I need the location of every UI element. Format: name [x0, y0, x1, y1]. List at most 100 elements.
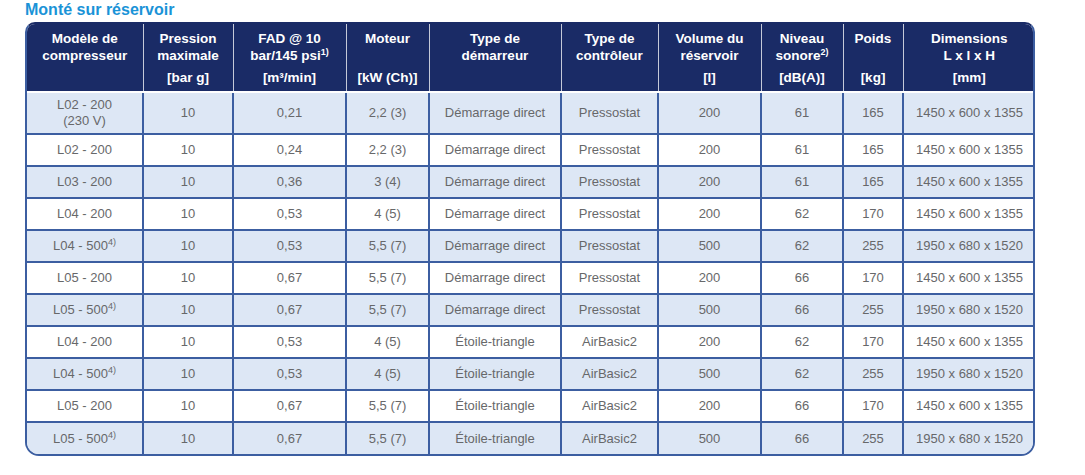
table-cell: 10	[143, 262, 233, 294]
column-header-unit: [mm]	[906, 69, 1034, 86]
table-cell: L04 - 200	[27, 198, 143, 230]
table-cell: Étoile-triangle	[429, 358, 561, 390]
table-cell: L02 - 200	[27, 134, 143, 166]
table-cell: 10	[143, 422, 233, 454]
column-header-title: Modèle decompresseur	[29, 30, 141, 64]
table-cell: 61	[761, 166, 843, 198]
table-cell: 1450 x 600 x 1355	[903, 166, 1035, 198]
column-header-9: DimensionsL x l x H[mm]	[903, 24, 1035, 92]
table-cell: L04 - 200	[27, 326, 143, 358]
table-cell: 1950 x 680 x 1520	[903, 358, 1035, 390]
table-cell: 1450 x 600 x 1355	[903, 326, 1035, 358]
table-cell: 200	[658, 134, 761, 166]
table-cell: 62	[761, 230, 843, 262]
table-row-2: L03 - 200100,363 (4)Démarrage directPres…	[27, 166, 1035, 198]
table-cell: Étoile-triangle	[429, 390, 561, 422]
table-cell: 500	[658, 422, 761, 454]
column-header-title: Moteur	[349, 30, 427, 47]
table-cell: 1950 x 680 x 1520	[903, 422, 1035, 454]
table-row-1: L02 - 200100,242,2 (3)Démarrage directPr…	[27, 134, 1035, 166]
spec-table-container: Modèle decompresseurPressionmaximale [bar…	[25, 22, 1035, 456]
table-cell: 200	[658, 166, 761, 198]
table-cell: 10	[143, 358, 233, 390]
table-cell: L05 - 200	[27, 390, 143, 422]
footnote-marker: 4)	[108, 301, 116, 311]
table-cell: Pressostat	[561, 230, 658, 262]
table-cell: 1450 x 600 x 1355	[903, 134, 1035, 166]
page-title: Monté sur réservoir	[0, 0, 1085, 22]
table-cell: 10	[143, 294, 233, 326]
column-header-0: Modèle decompresseur	[27, 24, 143, 92]
compressor-spec-table: Modèle decompresseurPressionmaximale [bar…	[27, 24, 1035, 454]
table-cell: 170	[843, 198, 903, 230]
table-cell: 0,67	[233, 262, 346, 294]
table-cell: 165	[843, 166, 903, 198]
table-cell: 500	[658, 230, 761, 262]
table-cell: 61	[761, 92, 843, 134]
table-row-10: L05 - 5004)100,675,5 (7)Étoile-triangleA…	[27, 422, 1035, 454]
column-header-unit: [bar g]	[146, 69, 231, 86]
footnote-marker: 4)	[108, 365, 116, 375]
table-cell: L04 - 5004)	[27, 230, 143, 262]
table-row-3: L04 - 200100,534 (5)Démarrage directPres…	[27, 198, 1035, 230]
table-cell: L03 - 200	[27, 166, 143, 198]
table-cell: 5,5 (7)	[346, 422, 429, 454]
table-cell: 1450 x 600 x 1355	[903, 92, 1035, 134]
table-cell: 62	[761, 358, 843, 390]
table-cell: 200	[658, 198, 761, 230]
table-cell: Démarrage direct	[429, 230, 561, 262]
table-cell: Étoile-triangle	[429, 422, 561, 454]
column-header-title: Pressionmaximale	[146, 30, 231, 64]
table-cell: Démarrage direct	[429, 294, 561, 326]
header-row: Modèle decompresseurPressionmaximale [bar…	[27, 24, 1035, 92]
table-cell: Démarrage direct	[429, 166, 561, 198]
table-cell: L04 - 5004)	[27, 358, 143, 390]
table-cell: Pressostat	[561, 262, 658, 294]
table-cell: 255	[843, 422, 903, 454]
table-cell: 0,24	[233, 134, 346, 166]
table-cell: 66	[761, 422, 843, 454]
table-cell: 170	[843, 326, 903, 358]
table-cell: 165	[843, 134, 903, 166]
column-header-7: Niveausonore2)[dB(A)]	[761, 24, 843, 92]
table-row-5: L05 - 200100,675,5 (7)Démarrage directPr…	[27, 262, 1035, 294]
table-cell: Pressostat	[561, 198, 658, 230]
table-cell: L05 - 5004)	[27, 422, 143, 454]
table-cell: Pressostat	[561, 134, 658, 166]
table-cell: 1950 x 680 x 1520	[903, 230, 1035, 262]
datasheet-page: Monté sur réservoir Modèle decompresseur…	[0, 0, 1085, 475]
table-cell: 170	[843, 262, 903, 294]
column-header-unit: [kg]	[846, 69, 901, 86]
table-cell: AirBasic2	[561, 422, 658, 454]
footnote-marker: 1)	[321, 47, 329, 57]
table-cell: 200	[658, 92, 761, 134]
column-header-4: Type dedémarreur	[429, 24, 561, 92]
footnote-marker: 2)	[821, 47, 829, 57]
table-cell: 61	[761, 134, 843, 166]
table-cell: 255	[843, 294, 903, 326]
column-header-5: Type decontrôleur	[561, 24, 658, 92]
table-cell: 255	[843, 230, 903, 262]
table-cell: 165	[843, 92, 903, 134]
column-header-unit: [m³/min]	[236, 69, 344, 86]
table-cell: 66	[761, 294, 843, 326]
table-cell: 4 (5)	[346, 198, 429, 230]
table-cell: Démarrage direct	[429, 134, 561, 166]
table-cell: 10	[143, 326, 233, 358]
table-cell: 10	[143, 92, 233, 134]
table-cell: L02 - 200(230 V)	[27, 92, 143, 134]
table-cell: AirBasic2	[561, 358, 658, 390]
column-header-title: Poids	[846, 30, 901, 47]
table-row-8: L04 - 5004)100,534 (5)Étoile-triangleAir…	[27, 358, 1035, 390]
table-cell: AirBasic2	[561, 326, 658, 358]
table-cell: 1450 x 600 x 1355	[903, 198, 1035, 230]
column-header-title: Type decontrôleur	[564, 30, 656, 64]
table-row-7: L04 - 200100,534 (5)Étoile-triangleAirBa…	[27, 326, 1035, 358]
table-cell: 10	[143, 230, 233, 262]
table-cell: 5,5 (7)	[346, 230, 429, 262]
column-header-1: Pressionmaximale [bar g]	[143, 24, 233, 92]
table-cell: 170	[843, 390, 903, 422]
table-cell: 4 (5)	[346, 358, 429, 390]
column-header-8: Poids [kg]	[843, 24, 903, 92]
column-header-title: Type dedémarreur	[432, 30, 559, 64]
